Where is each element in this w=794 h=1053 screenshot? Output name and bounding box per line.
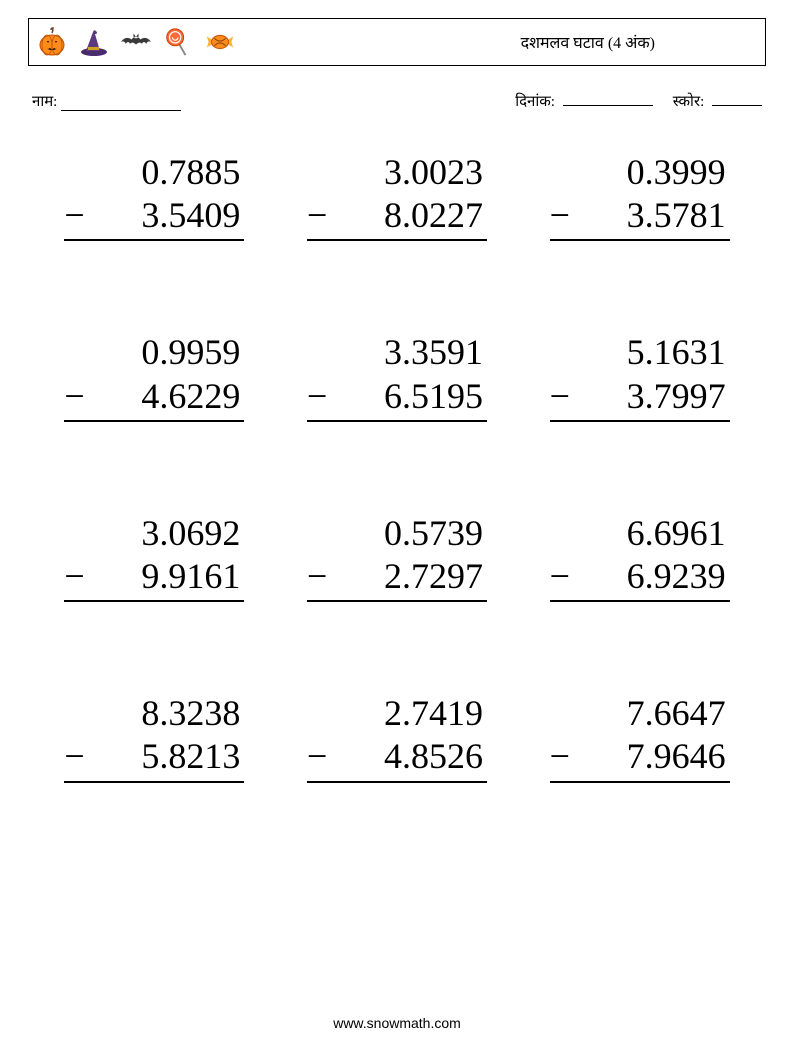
header-box: दशमलव घटाव (4 अंक) (28, 18, 766, 66)
problem-6: 5.1631−3.7997 (550, 331, 730, 421)
subtrahend-row: −7.9646 (550, 735, 730, 782)
minus-sign: − (307, 735, 327, 778)
candy-icon (203, 25, 237, 59)
minuend: 6.6961 (550, 512, 730, 555)
minus-sign: − (307, 375, 327, 418)
footer-url: www.snowmath.com (0, 1015, 794, 1031)
subtrahend: 9.9161 (85, 555, 241, 598)
minuend: 3.3591 (307, 331, 487, 374)
problem-10: 8.3238−5.8213 (64, 692, 244, 782)
subtrahend-row: −5.8213 (64, 735, 244, 782)
header-icons (35, 25, 237, 59)
minuend: 3.0692 (64, 512, 244, 555)
minus-sign: − (307, 194, 327, 237)
score-blank (712, 90, 762, 106)
date-label: दिनांक: (515, 94, 555, 110)
minuend: 3.0023 (307, 151, 487, 194)
subtrahend: 7.9646 (570, 735, 726, 778)
problem-9: 6.6961−6.9239 (550, 512, 730, 602)
subtrahend: 4.8526 (327, 735, 483, 778)
minuend: 2.7419 (307, 692, 487, 735)
subtrahend-row: −9.9161 (64, 555, 244, 602)
score-label: स्कोर: (673, 94, 705, 110)
minus-sign: − (550, 555, 570, 598)
date-blank (563, 90, 653, 106)
problem-8: 0.5739−2.7297 (307, 512, 487, 602)
problem-12: 7.6647−7.9646 (550, 692, 730, 782)
subtrahend: 6.5195 (327, 375, 483, 418)
subtrahend-row: −3.5781 (550, 194, 730, 241)
subtrahend-row: −2.7297 (307, 555, 487, 602)
info-line: नाम: दिनांक: स्कोर: (28, 90, 766, 111)
minus-sign: − (64, 194, 84, 237)
subtrahend-row: −4.8526 (307, 735, 487, 782)
minuend: 5.1631 (550, 331, 730, 374)
minus-sign: − (550, 194, 570, 237)
date-field: दिनांक: (515, 90, 653, 111)
pumpkin-icon (35, 25, 69, 59)
lollipop-icon (161, 25, 195, 59)
minuend: 0.9959 (64, 331, 244, 374)
subtrahend: 8.0227 (327, 194, 483, 237)
minuend: 0.3999 (550, 151, 730, 194)
minus-sign: − (64, 735, 84, 778)
minuend: 0.7885 (64, 151, 244, 194)
score-field: स्कोर: (673, 90, 762, 111)
subtrahend: 3.5781 (570, 194, 726, 237)
subtrahend-row: −6.9239 (550, 555, 730, 602)
minuend: 0.5739 (307, 512, 487, 555)
name-label: नाम: (32, 91, 57, 111)
problem-11: 2.7419−4.8526 (307, 692, 487, 782)
bat-icon (119, 25, 153, 59)
minus-sign: − (307, 555, 327, 598)
problem-4: 0.9959−4.6229 (64, 331, 244, 421)
subtrahend: 6.9239 (570, 555, 726, 598)
subtrahend: 3.7997 (570, 375, 726, 418)
witch-hat-icon (77, 25, 111, 59)
subtrahend-row: −4.6229 (64, 375, 244, 422)
name-blank (61, 95, 181, 111)
minus-sign: − (550, 735, 570, 778)
subtrahend: 4.6229 (85, 375, 241, 418)
problem-7: 3.0692−9.9161 (64, 512, 244, 602)
subtrahend: 5.8213 (85, 735, 241, 778)
problems-grid: 0.7885−3.54093.0023−8.02270.3999−3.57810… (28, 151, 766, 783)
subtrahend-row: −3.5409 (64, 194, 244, 241)
subtrahend-row: −6.5195 (307, 375, 487, 422)
subtrahend-row: −8.0227 (307, 194, 487, 241)
minuend: 7.6647 (550, 692, 730, 735)
problem-5: 3.3591−6.5195 (307, 331, 487, 421)
subtrahend: 3.5409 (85, 194, 241, 237)
name-field: नाम: (32, 90, 181, 111)
problem-1: 0.7885−3.5409 (64, 151, 244, 241)
minus-sign: − (64, 375, 84, 418)
subtrahend-row: −3.7997 (550, 375, 730, 422)
minus-sign: − (550, 375, 570, 418)
worksheet-page: दशमलव घटाव (4 अंक) नाम: दिनांक: स्कोर: 0… (0, 0, 794, 783)
worksheet-title: दशमलव घटाव (4 अंक) (521, 31, 755, 53)
problem-2: 3.0023−8.0227 (307, 151, 487, 241)
problem-3: 0.3999−3.5781 (550, 151, 730, 241)
minuend: 8.3238 (64, 692, 244, 735)
minus-sign: − (64, 555, 84, 598)
subtrahend: 2.7297 (327, 555, 483, 598)
